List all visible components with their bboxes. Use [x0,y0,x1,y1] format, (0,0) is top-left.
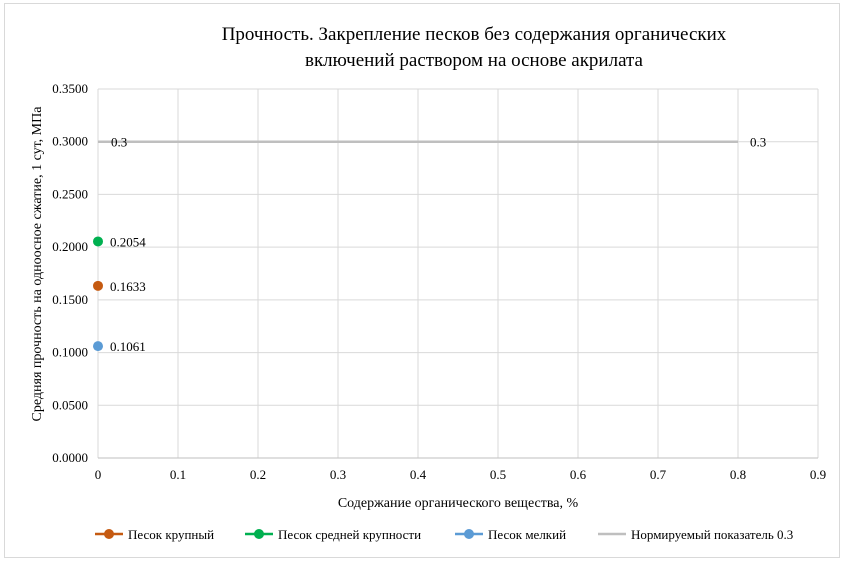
legend-label: Песок крупный [128,527,214,542]
legend-marker [464,529,474,539]
y-tick-label: 0.3000 [52,134,88,149]
x-tick-label: 0.6 [570,467,587,482]
y-tick-label: 0.1500 [52,292,88,307]
x-tick-label: 0.7 [650,467,667,482]
legend-label: Песок средней крупности [278,527,421,542]
data-label: 0.3 [111,135,127,150]
data-label: 0.3 [750,135,766,150]
data-label: 0.1061 [110,339,146,354]
legend-item-1: Песок средней крупности [245,527,421,542]
series-2: 0.1061 [93,339,146,354]
data-label: 0.2054 [110,234,146,249]
chart-frame [4,3,840,558]
series-0: 0.1633 [93,279,146,294]
x-tick-label: 0.1 [170,467,186,482]
chart-title-line-1: Прочность. Закрепление песков без содерж… [222,24,727,45]
data-point [93,236,103,247]
y-tick-label: 0.1000 [52,345,88,360]
x-tick-label: 0 [95,467,102,482]
x-tick-label: 0.4 [410,467,427,482]
x-tick-label: 0.9 [810,467,826,482]
y-tick-label: 0.2000 [52,239,88,254]
data-point [93,341,103,352]
legend-label: Нормируемый показатель 0.3 [631,527,793,542]
legend-marker [104,529,114,539]
y-tick-label: 0.0000 [52,450,88,465]
data-label: 0.1633 [110,279,146,294]
x-tick-label: 0.5 [490,467,506,482]
x-tick-label: 0.8 [730,467,746,482]
x-tick-label: 0.2 [250,467,266,482]
y-tick-label: 0.2500 [52,186,88,201]
series-3: 0.3 0.3 [98,135,766,150]
chart-title-line-2: включений раствором на основе акрилата [305,50,644,71]
x-tick-label: 0.3 [330,467,346,482]
legend-item-2: Песок мелкий [455,527,566,542]
y-axis-label: Средняя прочность на одноосное сжатие, 1… [30,106,45,422]
data-point [93,280,103,291]
x-axis-label: Содержание органического вещества, % [338,496,579,511]
y-tick-label: 0.0500 [52,397,88,412]
series-1: 0.2054 [93,234,146,249]
legend-item-0: Песок крупный [95,527,214,542]
y-tick-label: 0.3500 [52,81,88,96]
legend-item-3: Нормируемый показатель 0.3 [598,527,793,542]
legend-marker [254,529,264,539]
legend-label: Песок мелкий [488,527,566,542]
